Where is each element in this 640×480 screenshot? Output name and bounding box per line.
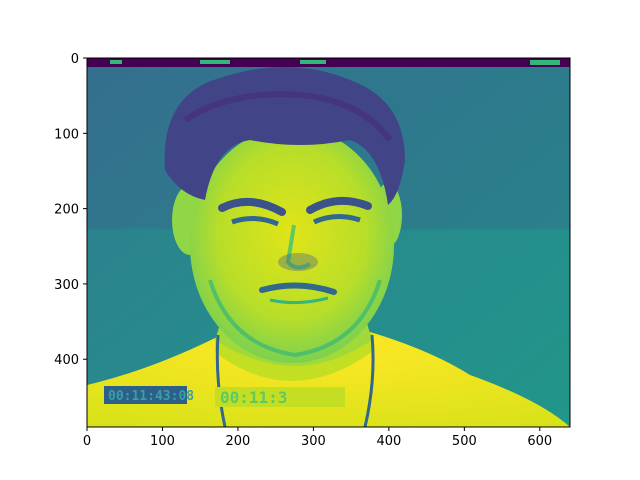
x-tick-label: 200	[226, 434, 251, 449]
axes-frame	[86, 57, 571, 428]
y-tick-label: 100	[54, 127, 79, 142]
x-tick-label: 600	[527, 434, 552, 449]
y-tick-label: 200	[54, 203, 79, 218]
photo-image: 00:11:43:08 00:11:3	[87, 58, 570, 427]
timecode-center: 00:11:3	[215, 387, 345, 407]
x-tick-label: 100	[150, 434, 175, 449]
x-tick-label: 500	[452, 434, 477, 449]
svg-text:00:11:3: 00:11:3	[220, 388, 287, 407]
y-tick-label: 400	[54, 353, 79, 368]
y-tick-label: 300	[54, 278, 79, 293]
x-tick-label: 0	[83, 434, 91, 449]
svg-text:00:11:43:08: 00:11:43:08	[108, 389, 194, 404]
timecode-left: 00:11:43:08	[104, 386, 194, 404]
x-axis: 0 100 200 300 400 500 600	[83, 427, 552, 449]
x-tick-label: 400	[376, 434, 401, 449]
x-tick-label: 300	[301, 434, 326, 449]
y-tick-label: 0	[71, 52, 79, 67]
y-axis: 0 100 200 300 400	[54, 52, 87, 368]
